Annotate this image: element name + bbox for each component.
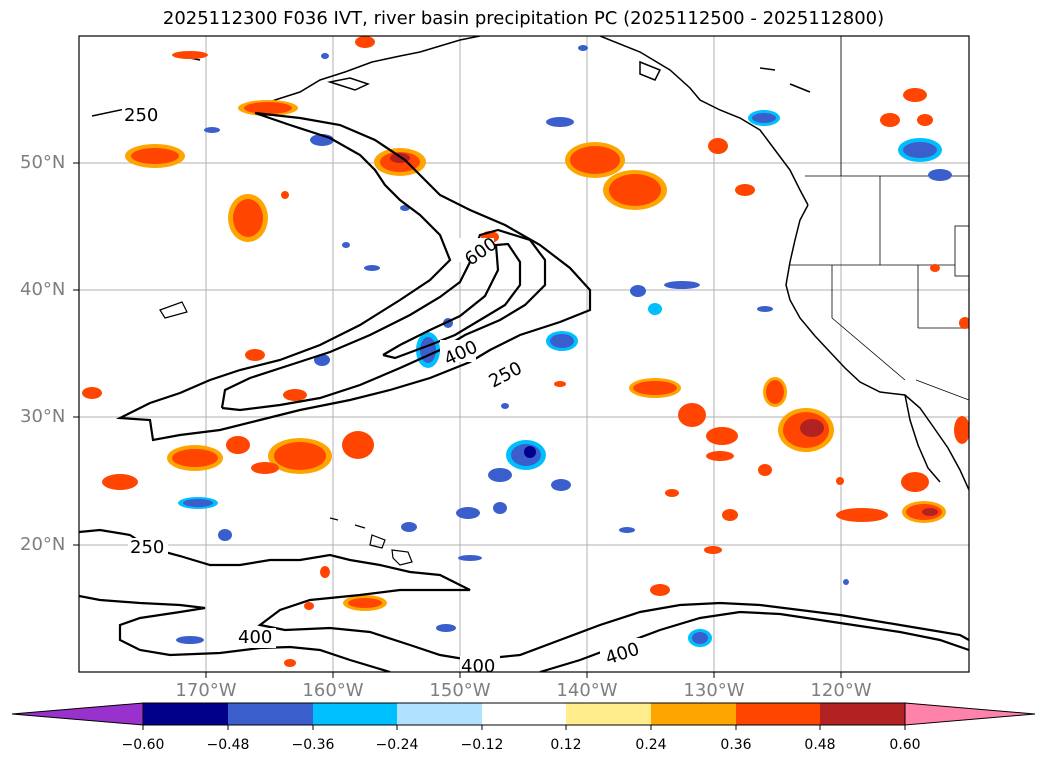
map-frame (78, 35, 970, 673)
colorbar-tick-label: 0.48 (804, 737, 836, 753)
lon-label-120w: 120°W (810, 680, 872, 701)
map-title: 2025112300 F036 IVT, river basin precipi… (162, 8, 885, 29)
colorbar-segment (228, 703, 313, 725)
colorbar-tick-label: −0.60 (121, 737, 165, 753)
colorbar-frame (142, 702, 906, 726)
lon-label-170w: 170°W (175, 680, 237, 701)
colorbar-tick-label: 0.24 (635, 737, 667, 753)
hawaii-islands (159, 301, 413, 566)
colorbar-tick-label: −0.12 (460, 737, 504, 753)
colorbar-extend-high (904, 702, 1036, 726)
colorbar-tick-label: 0.36 (720, 737, 752, 753)
colorbar-tick-label: 0.12 (550, 737, 582, 753)
state-borders (790, 36, 969, 401)
lon-label-150w: 150°W (429, 680, 491, 701)
lat-label-20n: 20°N (20, 534, 66, 555)
colorbar-tick-label: 0.60 (889, 737, 921, 753)
lat-label-40n: 40°N (20, 279, 66, 300)
contour-label: 400 (461, 656, 495, 677)
colorbar-tick-label: −0.36 (291, 737, 335, 753)
colorbar-segment (651, 703, 736, 725)
lon-label-160w: 160°W (302, 680, 364, 701)
lon-label-130w: 130°W (683, 680, 745, 701)
lat-label-50n: 50°N (20, 152, 66, 173)
lat-label-30n: 30°N (20, 406, 66, 427)
contour-label: 400 (238, 627, 272, 648)
contour-label: 250 (130, 537, 164, 558)
lon-label-140w: 140°W (556, 680, 618, 701)
colorbar-tick-label: −0.48 (206, 737, 250, 753)
colorbar-segment (143, 703, 228, 725)
precip-negative-anomalies (176, 45, 952, 647)
coastline-north-america (785, 204, 969, 491)
colorbar-segment (397, 703, 482, 725)
contour-label: 250 (124, 105, 158, 126)
colorbar-segment (482, 703, 566, 725)
colorbar-segment (820, 703, 905, 725)
colorbar-extend-low (11, 702, 144, 726)
colorbar-segment (736, 703, 820, 725)
colorbar-tick-label: −0.24 (375, 737, 419, 753)
colorbar-segment (313, 703, 397, 725)
colorbar-segment (566, 703, 651, 725)
ivt-contour-labels: 250 600 400 250 250 400 400 400 (122, 104, 642, 677)
axis-ticks (73, 162, 842, 678)
